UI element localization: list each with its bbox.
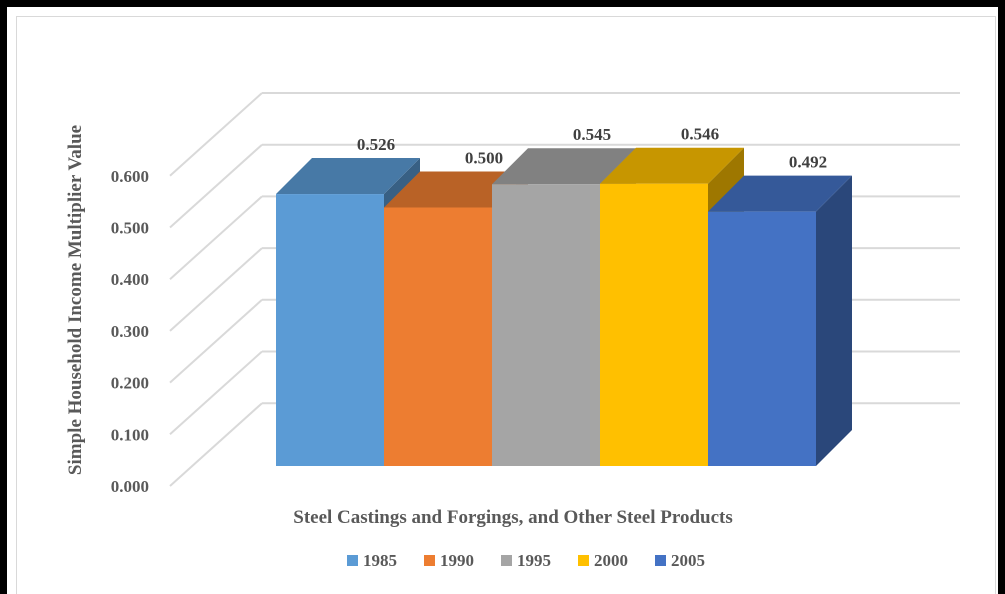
legend-swatch [578, 555, 589, 566]
bar-front-face [600, 183, 708, 466]
legend-label: 2005 [671, 551, 705, 570]
gridline-diagonal [169, 247, 263, 332]
bar-top-face [600, 147, 744, 184]
legend-swatch [655, 555, 666, 566]
y-axis-title: Simple Household Income Multiplier Value [65, 125, 86, 475]
gridline-diagonal [169, 143, 263, 229]
data-label: 0.492 [789, 153, 827, 172]
bar-front-face [384, 207, 492, 466]
legend-swatch [424, 555, 435, 566]
legend-swatch [347, 555, 358, 566]
bar-top-face [492, 148, 636, 185]
gridline-diagonal [169, 195, 263, 280]
legend-item-1995: 1995 [501, 551, 551, 570]
chart-area [16, 16, 996, 594]
y-tick-label: 0.100 [111, 425, 149, 444]
legend-label: 1995 [517, 551, 551, 570]
data-label: 0.526 [357, 135, 395, 154]
legend-item-2000: 2000 [578, 551, 628, 570]
legend-item-2005: 2005 [655, 551, 705, 570]
bar-top-face [276, 158, 420, 195]
gridline-diagonal [169, 92, 263, 177]
bar-front-face [492, 184, 600, 467]
legend-item-1985: 1985 [347, 551, 397, 570]
gridline-diagonal [169, 350, 263, 436]
y-tick-label: 0.500 [111, 219, 149, 238]
x-axis-title: Steel Castings and Forgings, and Other S… [293, 507, 733, 528]
data-label: 0.500 [465, 149, 503, 168]
data-label: 0.545 [573, 125, 611, 144]
y-tick-label: 0.600 [111, 167, 149, 186]
legend-label: 1990 [440, 551, 474, 570]
data-label: 0.546 [681, 125, 719, 144]
y-axis-ticks: 0.000 0.100 0.200 0.300 0.400 0.500 0.600 [111, 167, 149, 496]
bar-front-face [708, 211, 816, 466]
legend: 1985 1990 1995 2000 2005 [347, 551, 705, 570]
bar-top-face [708, 175, 852, 212]
legend-label: 1985 [363, 551, 397, 570]
gridline-diagonal [169, 299, 263, 384]
bars [276, 147, 852, 467]
y-tick-label: 0.300 [111, 322, 149, 341]
legend-label: 2000 [594, 551, 628, 570]
legend-item-1990: 1990 [424, 551, 474, 570]
bar-front-face [276, 194, 384, 467]
bar-2005 [708, 175, 852, 467]
y-tick-label: 0.000 [111, 477, 149, 496]
legend-swatch [501, 555, 512, 566]
data-labels: 0.526 0.500 0.545 0.546 0.492 [357, 125, 827, 172]
gridline-diagonal [169, 402, 263, 487]
y-tick-label: 0.400 [111, 270, 149, 289]
bar-side-face [816, 175, 852, 467]
y-tick-label: 0.200 [111, 374, 149, 393]
